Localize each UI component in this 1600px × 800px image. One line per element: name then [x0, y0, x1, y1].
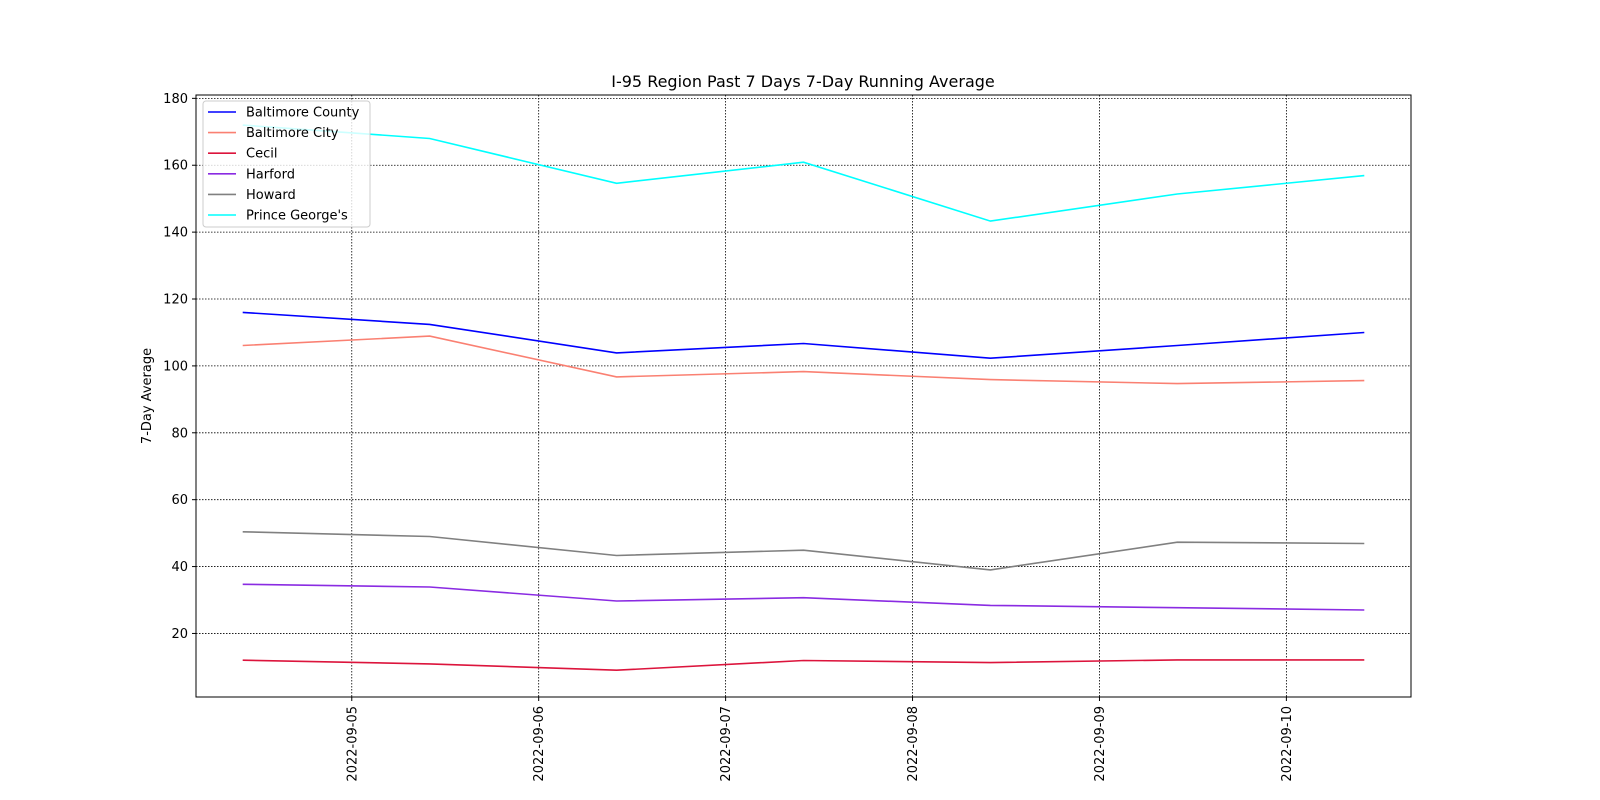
- y-tick-label: 160: [163, 159, 188, 174]
- legend-label: Prince George's: [246, 209, 348, 224]
- x-tick-label: 2022-09-10: [1280, 706, 1295, 782]
- y-tick-label: 60: [171, 493, 188, 508]
- legend-box: [202, 100, 371, 228]
- y-tick-label: 40: [171, 560, 188, 575]
- series-line-4: [242, 531, 1365, 571]
- y-tick-label: 180: [163, 92, 188, 107]
- y-tick-label: 20: [171, 627, 188, 642]
- series-line-3: [242, 583, 1365, 611]
- series-line-1: [242, 335, 1365, 385]
- series-line-2: [242, 659, 1365, 672]
- y-tick-label: 100: [163, 359, 188, 374]
- legend-label: Harford: [246, 167, 295, 182]
- x-tick-label: 2022-09-05: [345, 706, 360, 782]
- y-axis-ticks: 20 40 60 80 100 120 140 160 180: [163, 92, 196, 642]
- x-axis-ticks: 2022-09-05 2022-09-06 2022-09-07 2022-09-08…: [345, 697, 1295, 782]
- legend-label: Baltimore City: [246, 126, 339, 141]
- grid: [196, 95, 1411, 697]
- series-line-5: [242, 124, 1365, 222]
- y-tick-label: 80: [171, 426, 188, 441]
- legend-label: Howard: [246, 188, 296, 203]
- x-tick-label: 2022-09-06: [532, 706, 547, 782]
- series-lines: [242, 124, 1365, 672]
- legend: Baltimore County Baltimore City Cecil Harfo…: [202, 100, 371, 228]
- plot-frame: [195, 94, 1412, 698]
- y-tick-label: 140: [163, 226, 188, 241]
- x-tick-label: 2022-09-07: [719, 706, 734, 782]
- legend-label: Cecil: [246, 147, 277, 162]
- chart-title: I-95 Region Past 7 Days 7-Day Running Av…: [611, 72, 995, 91]
- legend-label: Baltimore County: [246, 106, 360, 121]
- x-tick-label: 2022-09-08: [906, 706, 921, 782]
- y-axis-label: 7-Day Average: [140, 348, 155, 444]
- y-tick-label: 120: [163, 293, 188, 308]
- series-line-0: [242, 311, 1365, 360]
- x-tick-label: 2022-09-09: [1093, 706, 1108, 782]
